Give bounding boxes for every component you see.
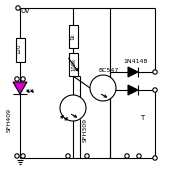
Text: SFH409: SFH409: [6, 108, 12, 132]
Circle shape: [16, 6, 20, 10]
Circle shape: [21, 77, 25, 81]
Text: 1k: 1k: [71, 33, 75, 40]
Circle shape: [15, 77, 19, 81]
Polygon shape: [128, 67, 138, 77]
Polygon shape: [13, 82, 27, 94]
Bar: [69, 53, 78, 76]
Circle shape: [153, 70, 157, 74]
Circle shape: [15, 154, 19, 158]
Circle shape: [85, 154, 89, 158]
Circle shape: [153, 88, 157, 92]
Text: 100k: 100k: [72, 58, 76, 71]
Text: Uv: Uv: [20, 8, 29, 14]
Bar: [15, 38, 24, 62]
Circle shape: [66, 154, 70, 158]
Circle shape: [21, 154, 25, 158]
Circle shape: [153, 156, 157, 160]
Circle shape: [60, 95, 86, 121]
Text: 120: 120: [16, 44, 21, 54]
Text: SFH309: SFH309: [82, 118, 88, 142]
Circle shape: [125, 154, 129, 158]
Text: 1N4148: 1N4148: [124, 59, 148, 64]
Circle shape: [137, 154, 141, 158]
Circle shape: [90, 75, 116, 101]
Text: BC547: BC547: [98, 67, 118, 72]
Bar: [69, 25, 78, 48]
Polygon shape: [128, 85, 138, 95]
Text: T: T: [140, 115, 144, 121]
